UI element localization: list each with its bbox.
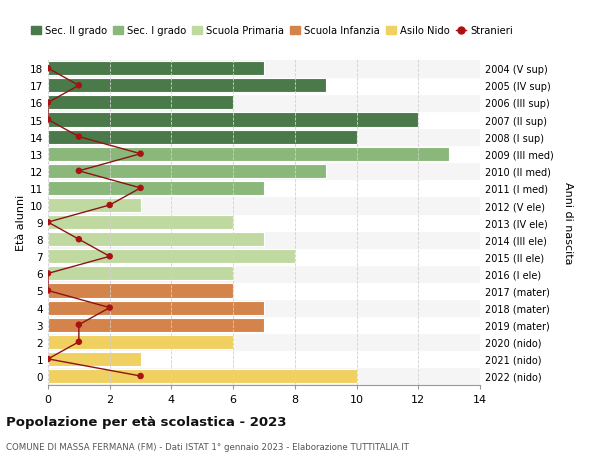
- Point: [43, 287, 53, 295]
- Bar: [48, 130, 356, 144]
- Bar: [48, 335, 233, 349]
- Point: [136, 373, 145, 380]
- Bar: [48, 146, 480, 163]
- Bar: [48, 95, 480, 112]
- Bar: [48, 147, 449, 162]
- Y-axis label: Età alunni: Età alunni: [16, 195, 26, 251]
- Bar: [48, 214, 480, 231]
- Bar: [48, 231, 480, 248]
- Bar: [48, 352, 140, 366]
- Bar: [48, 181, 264, 196]
- Bar: [48, 265, 480, 282]
- Bar: [48, 216, 233, 230]
- Bar: [48, 351, 480, 368]
- Bar: [48, 316, 480, 334]
- Bar: [48, 62, 264, 76]
- Bar: [48, 334, 480, 351]
- Bar: [48, 61, 480, 78]
- Point: [43, 270, 53, 278]
- Bar: [48, 164, 326, 179]
- Point: [105, 253, 115, 260]
- Bar: [48, 250, 295, 264]
- Bar: [48, 267, 233, 281]
- Bar: [48, 163, 480, 180]
- Bar: [48, 112, 480, 129]
- Bar: [48, 180, 480, 197]
- Bar: [48, 299, 480, 316]
- Point: [136, 185, 145, 192]
- Y-axis label: Anni di nascita: Anni di nascita: [563, 181, 573, 264]
- Point: [105, 304, 115, 312]
- Text: COMUNE DI MASSA FERMANA (FM) - Dati ISTAT 1° gennaio 2023 - Elaborazione TUTTITA: COMUNE DI MASSA FERMANA (FM) - Dati ISTA…: [6, 442, 409, 451]
- Point: [105, 202, 115, 209]
- Bar: [48, 79, 326, 93]
- Bar: [48, 233, 264, 246]
- Bar: [48, 318, 264, 332]
- Text: Popolazione per età scolastica - 2023: Popolazione per età scolastica - 2023: [6, 415, 287, 428]
- Point: [74, 134, 83, 141]
- Point: [136, 151, 145, 158]
- Bar: [48, 369, 356, 383]
- Point: [74, 236, 83, 243]
- Bar: [48, 282, 480, 299]
- Point: [74, 321, 83, 329]
- Legend: Sec. II grado, Sec. I grado, Scuola Primaria, Scuola Infanzia, Asilo Nido, Stran: Sec. II grado, Sec. I grado, Scuola Prim…: [27, 22, 517, 40]
- Bar: [48, 199, 140, 213]
- Bar: [48, 129, 480, 146]
- Point: [43, 100, 53, 107]
- Point: [43, 65, 53, 73]
- Bar: [48, 197, 480, 214]
- Point: [43, 219, 53, 226]
- Bar: [48, 301, 264, 315]
- Point: [43, 355, 53, 363]
- Point: [74, 168, 83, 175]
- Bar: [48, 96, 233, 110]
- Bar: [48, 368, 480, 385]
- Point: [43, 117, 53, 124]
- Bar: [48, 284, 233, 298]
- Point: [74, 83, 83, 90]
- Point: [74, 338, 83, 346]
- Bar: [48, 78, 480, 95]
- Bar: [48, 248, 480, 265]
- Bar: [48, 113, 418, 127]
